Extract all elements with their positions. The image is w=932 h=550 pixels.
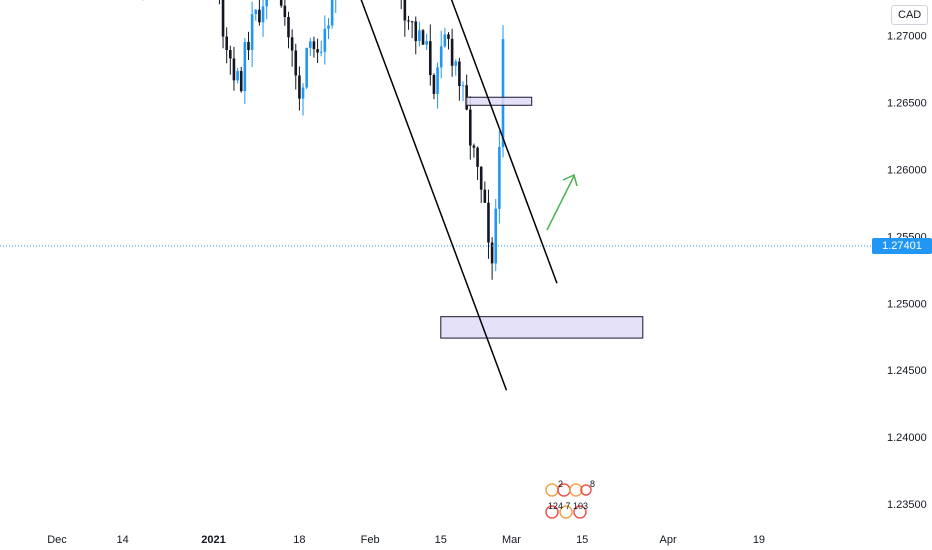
candle-body [454,61,458,66]
candle-body [327,25,330,29]
candle-body [421,30,425,45]
candle-body [418,30,421,42]
candle-body [447,34,450,39]
candle-body [290,37,294,51]
candle-body [330,0,334,26]
x-tick-label: 2021 [201,534,225,546]
candle-body [403,0,407,21]
candle-body [319,51,323,53]
y-tick-label: 1.24500 [887,365,927,377]
candle-body [498,147,501,209]
candle-body [294,50,298,76]
candle-body [432,75,436,94]
candle-body [436,67,439,94]
ideas-side-number: 8 [590,479,595,489]
y-tick-label: 1.27000 [887,31,927,43]
candle-body [461,85,465,87]
y-tick-label: 1.25000 [887,298,927,310]
candle-body [298,75,301,99]
support-zone [440,316,644,339]
last-price-label: 1.27401 [872,238,932,254]
channel-layer [360,0,558,391]
minor-zone [465,96,533,106]
projection-arrow-head [562,173,578,187]
candle-body [316,49,319,53]
candle-body [243,42,247,92]
candle-body [443,34,447,47]
x-tick-label: Feb [361,534,380,546]
candle-body [425,41,428,45]
x-axis: Dec 14 2021 18 Feb 15 Mar 15 Apr 19 [47,534,765,546]
candle-body [221,0,225,37]
channel-lower-line [360,0,508,391]
candle-body [265,0,268,7]
candle-body [483,189,487,203]
x-tick-label: 18 [293,534,305,546]
x-tick-label: 14 [117,534,129,546]
candle-body [487,202,490,243]
candle-body [309,41,312,48]
candle-body [250,14,254,51]
y-axis: 1.235001.240001.245001.250001.255001.260… [887,31,927,511]
x-tick-label: 15 [576,534,588,546]
candle-body [312,41,316,50]
candle-body [258,9,261,23]
candle-body [232,58,236,81]
projection-arrow-shaft [546,175,575,231]
candle-body [225,36,228,51]
ideas-bottom-text: 124 7 103 [548,501,588,511]
candle-body [254,9,258,15]
y-tick-label: 1.24000 [887,432,927,444]
channel-upper-line [450,0,558,284]
currency-badge[interactable]: CAD [891,5,929,25]
candle-body [236,71,239,81]
x-tick-label: 19 [753,534,765,546]
projection-arrow [546,173,578,231]
y-tick-label: 1.26500 [887,98,927,110]
candle-body [439,46,443,68]
y-tick-label: 1.23500 [887,499,927,511]
candle-body [476,147,479,167]
candle-body [305,47,308,88]
x-tick-label: 15 [435,534,447,546]
candles-layer [142,0,505,280]
ideas-top-number: 2 [558,479,563,489]
candle-body [414,21,418,42]
candle-body [458,61,461,86]
candle-body [287,16,290,38]
x-tick-label: Mar [502,534,521,546]
candle-body [472,145,476,148]
zones-layer [440,96,644,339]
candle-body [407,20,410,22]
candle-body [468,109,472,146]
candle-body [490,242,494,264]
candle-body [229,50,232,59]
candle-body [301,87,305,99]
candle-body [494,208,498,264]
candle-body [283,5,287,17]
candle-body [279,0,283,6]
candle-body [261,6,265,23]
candle-body [450,38,454,66]
candle-body [323,28,327,52]
ideas-counter-icon[interactable]: 2 8 124 7 103 [538,478,600,524]
y-tick-label: 1.26000 [887,165,927,177]
candle-body [479,166,483,190]
candle-body [410,21,414,23]
candle-body [428,41,432,76]
x-tick-label: Apr [659,534,676,546]
candle-body [239,71,243,92]
x-tick-label: Dec [47,534,67,546]
candle-body [501,39,505,148]
candle-body [247,42,250,51]
